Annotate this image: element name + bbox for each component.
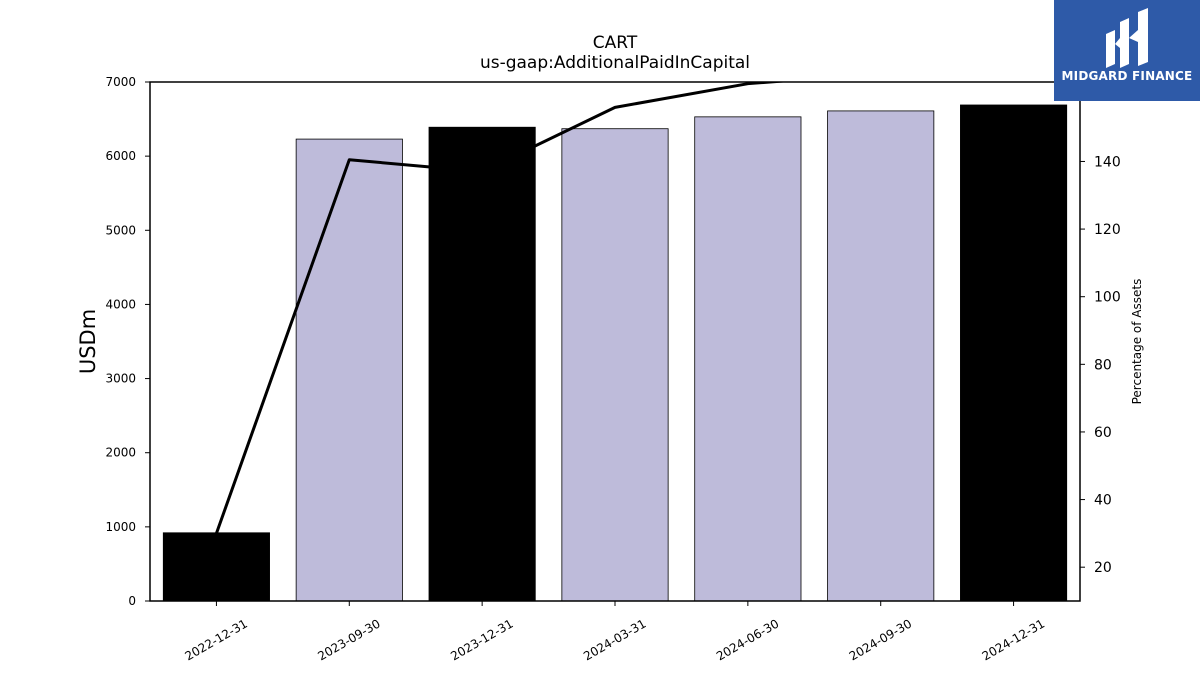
chart-title: CART [593, 33, 638, 53]
y-tick-label: 0 [128, 594, 136, 608]
bar-series [162, 104, 1068, 602]
x-axis: 2022-12-31 2023-09-30 2023-12-31 2024-03-31… [183, 601, 1047, 663]
y2-tick-label: 60 [1094, 425, 1112, 441]
y-tick-label: 2000 [105, 446, 136, 460]
line-series [215, 82, 790, 534]
bar-2024-09-30 [827, 110, 935, 602]
y-tick-label: 3000 [105, 372, 136, 386]
midgard-finance-logo: MIDGARD FINANCE [1054, 0, 1200, 101]
logo-mark-icon [1106, 8, 1148, 68]
y2-tick-label: 80 [1094, 357, 1112, 373]
bar-2023-09-30 [295, 138, 403, 602]
y-tick-label: 4000 [105, 297, 136, 311]
y2-tick-label: 120 [1094, 222, 1121, 238]
y2-tick-label: 100 [1094, 290, 1121, 306]
x-tick-label: 2024-12-31 [980, 616, 1047, 663]
y-axis-left: 0 1000 2000 3000 4000 5000 6000 7000 [105, 75, 150, 608]
x-tick-label: 2024-06-30 [714, 616, 781, 663]
chart-subtitle: us-gaap:AdditionalPaidInCapital [480, 53, 750, 73]
y-tick-label: 5000 [105, 223, 136, 237]
bar-2024-03-31 [561, 128, 669, 602]
y-tick-label: 1000 [105, 520, 136, 534]
bar-2023-12-31 [428, 126, 536, 602]
bar-2024-06-30 [694, 116, 802, 602]
x-tick-label: 2024-03-31 [581, 616, 648, 663]
x-tick-label: 2023-09-30 [315, 616, 382, 663]
x-tick-label: 2022-12-31 [183, 616, 250, 663]
y2-tick-label: 140 [1094, 154, 1121, 170]
y-axis-label-left: USDm [76, 309, 100, 374]
x-tick-label: 2024-09-30 [847, 616, 914, 663]
logo-text: MIDGARD FINANCE [1061, 69, 1193, 83]
y-axis-label-right: Percentage of Assets [1130, 279, 1144, 405]
bar-2022-12-31 [162, 532, 270, 602]
y2-tick-label: 20 [1094, 560, 1112, 576]
y2-tick-label: 40 [1094, 493, 1112, 509]
y-tick-label: 7000 [105, 75, 136, 89]
bar-2024-12-31 [960, 104, 1068, 602]
x-tick-label: 2023-12-31 [448, 616, 515, 663]
y-axis-right: 20 40 60 80 100 120 140 [1080, 154, 1121, 576]
percentage-line [215, 82, 790, 534]
y-tick-label: 6000 [105, 149, 136, 163]
